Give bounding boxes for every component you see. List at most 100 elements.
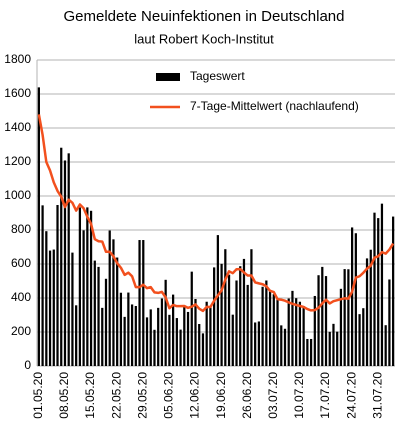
bar	[213, 267, 216, 366]
bar	[175, 318, 178, 366]
legend-label: 7-Tage-Mittelwert (nachlaufend)	[190, 99, 359, 113]
bar	[186, 311, 190, 366]
bar	[235, 280, 238, 366]
x-tick-label: 01.05.20	[31, 372, 45, 419]
bar	[153, 329, 156, 366]
bar	[358, 314, 361, 366]
bar	[75, 305, 78, 366]
bar	[86, 207, 89, 366]
bar	[328, 331, 331, 366]
x-tick-label: 19.06.20	[214, 372, 228, 419]
bar	[194, 299, 197, 366]
bar	[369, 249, 372, 366]
y-tick-label: 1200	[4, 154, 31, 168]
bar	[280, 325, 283, 366]
bar	[45, 231, 48, 366]
bar	[179, 329, 182, 366]
bar	[362, 308, 365, 366]
x-tick-label: 08.05.20	[57, 372, 71, 419]
bar	[71, 252, 74, 366]
bar	[201, 333, 205, 366]
bar	[190, 271, 193, 366]
bar	[160, 298, 164, 366]
bar	[321, 266, 324, 366]
bar	[313, 295, 316, 366]
bar	[145, 317, 149, 366]
bar	[265, 280, 268, 366]
y-tick-label: 0	[24, 358, 31, 372]
bar	[324, 276, 328, 366]
y-tick-label: 1000	[4, 188, 31, 202]
bar	[242, 258, 246, 366]
bar	[108, 230, 111, 366]
bar	[257, 321, 261, 366]
bar	[123, 316, 126, 366]
bar	[384, 325, 387, 366]
bar	[276, 298, 279, 366]
y-tick-label: 1800	[4, 52, 31, 66]
bar	[268, 290, 272, 366]
bar	[343, 269, 346, 366]
bar	[112, 239, 115, 366]
y-tick-label: 200	[11, 324, 31, 338]
bar	[116, 257, 119, 366]
bar	[283, 328, 287, 366]
legend-label: Tageswert	[190, 69, 245, 83]
bar	[97, 266, 100, 366]
y-tick-label: 400	[11, 290, 31, 304]
bar	[332, 323, 335, 366]
bar	[138, 240, 141, 366]
bar	[37, 87, 40, 367]
x-tick-label: 24.07.20	[344, 372, 358, 419]
bar	[317, 275, 320, 366]
bar	[119, 292, 123, 366]
bar	[149, 309, 152, 366]
bar	[239, 266, 242, 366]
bar	[339, 288, 343, 366]
x-tick-label: 05.06.20	[162, 372, 176, 419]
bar	[250, 249, 253, 366]
bar	[388, 279, 391, 366]
bar	[246, 284, 249, 366]
bar	[350, 227, 354, 366]
x-tick-label: 12.06.20	[188, 372, 202, 419]
bar	[231, 314, 234, 366]
bar	[93, 260, 96, 366]
y-tick-label: 1400	[4, 120, 31, 134]
bar	[56, 205, 59, 366]
bar	[365, 258, 369, 366]
bar	[291, 290, 294, 366]
bar	[198, 324, 201, 366]
bar	[295, 298, 298, 366]
bar	[347, 269, 350, 366]
bar	[205, 301, 208, 366]
bar	[164, 279, 167, 366]
bar	[101, 307, 104, 366]
x-tick-label: 26.06.20	[240, 372, 254, 419]
bar	[287, 298, 290, 366]
bar	[298, 301, 302, 366]
y-tick-label: 600	[11, 256, 31, 270]
bar	[336, 331, 339, 366]
x-tick-label: 31.07.20	[370, 372, 384, 419]
bar	[142, 240, 145, 366]
bar	[41, 205, 44, 366]
bar	[354, 233, 357, 366]
y-tick-label: 800	[11, 222, 31, 236]
x-tick-label: 17.07.20	[318, 372, 332, 419]
bar	[377, 218, 380, 366]
bar	[220, 263, 223, 366]
bar	[78, 207, 82, 366]
bar	[302, 306, 305, 366]
x-tick-label: 22.05.20	[109, 372, 123, 419]
line	[37, 114, 395, 313]
bar	[216, 235, 219, 366]
bar	[254, 322, 257, 366]
bar	[52, 249, 55, 366]
bar	[48, 250, 52, 366]
bar	[261, 286, 264, 366]
bar	[227, 274, 231, 366]
bar	[309, 338, 313, 366]
y-tick-label: 1600	[4, 86, 31, 100]
